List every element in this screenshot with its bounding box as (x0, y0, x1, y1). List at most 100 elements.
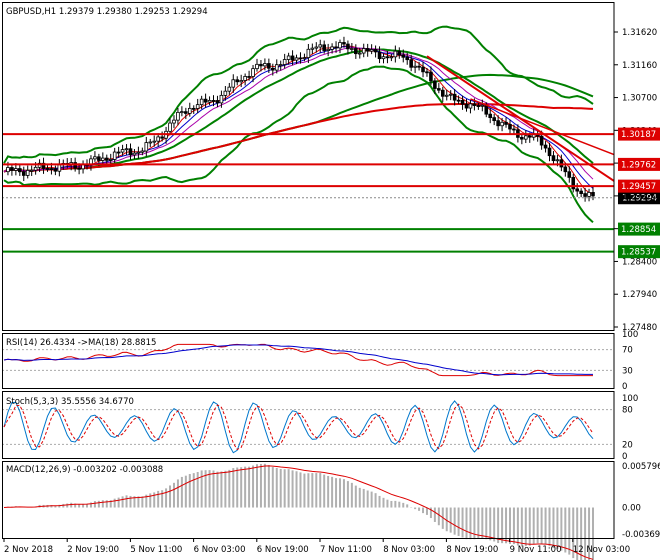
candle-body (97, 156, 101, 161)
rsi-header: RSI(14) 26.4334 ->MA(18) 28.8815 (6, 338, 156, 348)
candle-body (381, 56, 386, 60)
rsi-tick-label: 30 (622, 366, 633, 376)
candle-body (231, 79, 236, 88)
candle-body (373, 49, 378, 53)
candle-body (148, 141, 153, 144)
candle-body (326, 48, 330, 51)
current-price-label: 1.29294 (622, 194, 657, 204)
candle-body (571, 177, 576, 190)
candle-body (191, 107, 196, 110)
candle-body (377, 51, 382, 60)
candle-body (456, 99, 461, 102)
rsi-tick-label: 0 (622, 382, 627, 392)
candle-body (413, 65, 417, 68)
stoch-main-line (3, 400, 594, 454)
level-label: 1.29457 (621, 182, 656, 192)
candle-body (199, 98, 204, 106)
candle-body (318, 44, 323, 48)
candle-body (429, 71, 433, 82)
time-tick-label: 6 Nov 19:00 (257, 545, 309, 555)
candle-body (140, 150, 145, 153)
candle-body (302, 57, 307, 59)
candle-body (468, 103, 473, 109)
candle-body (223, 90, 228, 96)
rsi-line (3, 343, 593, 377)
candle-body (539, 135, 544, 146)
candle-body (278, 64, 283, 66)
macd-tick-label: -0.003697 (622, 530, 660, 540)
candle-body (211, 100, 216, 102)
candle-body (184, 111, 188, 114)
candle-body (310, 47, 315, 50)
candle-body (405, 56, 410, 61)
candle-body (101, 157, 105, 161)
candle-body (180, 111, 184, 114)
price-tick-label: 1.31160 (622, 61, 657, 71)
rsi-tick-label: 100 (622, 330, 638, 340)
candle-body (330, 46, 334, 50)
candle-body (452, 93, 457, 101)
candle-body (563, 166, 568, 173)
candle-body (168, 122, 172, 132)
candle-body (488, 113, 493, 119)
price-tick-label: 1.27480 (622, 323, 657, 333)
candle-body (136, 151, 141, 154)
candle-body (160, 136, 164, 139)
candle-body (41, 162, 46, 169)
level-label-box (618, 179, 660, 193)
price-tick-label: 1.29320 (622, 192, 657, 202)
rsi-ma-line (3, 344, 593, 376)
time-tick-label: 7 Nov 11:00 (320, 545, 372, 555)
macd-tick-label: 0.00 (622, 504, 641, 514)
level-label-box (618, 157, 660, 171)
candle-body (282, 59, 287, 65)
candle-body (385, 56, 390, 59)
trend-line (470, 98, 615, 156)
candle-body (77, 167, 81, 170)
candle-body (263, 63, 267, 67)
time-tick-label: 8 Nov 19:00 (446, 545, 498, 555)
candle-body (116, 151, 121, 154)
stoch-frame (2, 391, 615, 459)
candle-body (444, 94, 449, 97)
candle-body (93, 156, 97, 160)
candle-body (239, 80, 243, 83)
candle-body (286, 55, 291, 60)
candle-body (523, 135, 528, 140)
candle-body (314, 46, 319, 49)
candle-body (144, 142, 149, 152)
candle-body (53, 168, 58, 172)
ma-slow-red-line (3, 103, 594, 173)
candle-body (409, 59, 413, 68)
candle-body (294, 57, 299, 61)
candle-body (551, 155, 556, 162)
level-label-box (618, 127, 660, 141)
candle-body (298, 57, 303, 60)
candle-body (203, 98, 208, 103)
candle-body (33, 166, 38, 171)
rsi-tick-label: 70 (622, 346, 633, 356)
candle-body (579, 190, 583, 194)
indicator-panels (2, 343, 614, 560)
candle-body (112, 151, 117, 160)
ma-fast-magenta-line (3, 46, 594, 180)
candle-body (365, 48, 370, 52)
candle-body (195, 104, 200, 109)
candle-body (500, 121, 504, 127)
candle-body (437, 88, 441, 91)
level-label-box (618, 245, 660, 259)
candle-body (460, 99, 465, 105)
chart-title: GBPUSD,H1 1.29379 1.29380 1.29253 1.2929… (6, 7, 208, 17)
candle-body (21, 171, 26, 176)
level-label: 1.30187 (621, 130, 656, 140)
candle-body (6, 167, 10, 173)
candle-body (29, 169, 34, 172)
candle-body (57, 164, 62, 172)
candle-body (124, 148, 129, 151)
candle-body (476, 105, 481, 107)
level-label-box (618, 222, 660, 236)
price-tick-label: 1.31620 (622, 28, 657, 38)
level-label: 1.28854 (621, 225, 656, 235)
candle-body (219, 94, 224, 104)
